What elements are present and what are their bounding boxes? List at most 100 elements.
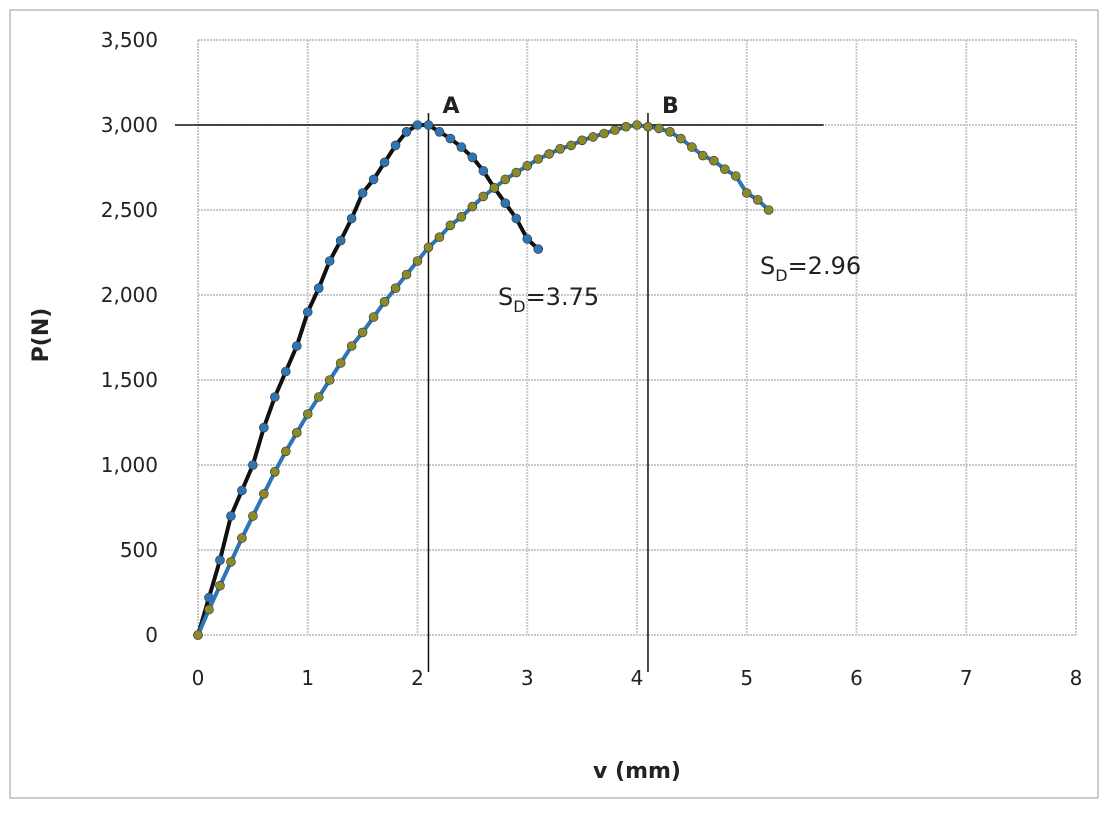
y-tick-label: 1,500 (101, 368, 158, 392)
data-point (215, 555, 225, 566)
x-tick-label: 5 (740, 666, 753, 690)
data-point (588, 132, 598, 142)
data-point (687, 142, 697, 152)
data-point (752, 195, 763, 205)
y-tick-label: 0 (145, 623, 158, 647)
peak-label: A (442, 94, 459, 119)
data-point (599, 128, 609, 139)
data-point (434, 232, 445, 242)
annotation-text: =3.75 (526, 283, 600, 311)
annotation: SD=2.96 (760, 252, 861, 285)
annotation-sub: D (775, 266, 787, 285)
data-point (346, 213, 357, 224)
data-point (226, 511, 236, 521)
annotation-sub: D (513, 297, 525, 316)
data-point (270, 466, 280, 477)
data-point (676, 133, 686, 144)
data-point (741, 188, 752, 198)
data-point (237, 485, 247, 496)
data-point (346, 341, 357, 351)
data-point (632, 120, 642, 130)
data-point (280, 446, 291, 457)
data-point (368, 312, 379, 322)
x-tick-label: 3 (521, 666, 534, 690)
y-axis-label: P(N) (29, 308, 54, 363)
data-point (270, 392, 280, 402)
data-point (467, 201, 478, 212)
data-point (456, 142, 467, 152)
data-point (423, 242, 434, 253)
y-tick-label: 2,000 (101, 283, 158, 307)
data-point (335, 358, 346, 368)
x-tick-label: 8 (1070, 666, 1083, 690)
y-tick-label: 1,000 (101, 453, 158, 477)
data-point (291, 341, 302, 351)
y-tick-label: 500 (120, 538, 158, 562)
x-tick-label: 7 (960, 666, 973, 690)
data-point (401, 269, 412, 280)
y-tick-label: 3,500 (101, 28, 158, 52)
data-point (204, 604, 214, 615)
data-point (193, 630, 203, 640)
peak-label: B (662, 94, 679, 119)
data-point (280, 366, 291, 377)
data-point (500, 198, 511, 208)
y-tick-label: 2,500 (101, 198, 158, 222)
data-point (763, 205, 774, 215)
annotation-text: =2.96 (788, 252, 862, 280)
data-point (302, 307, 313, 317)
data-point (709, 155, 719, 166)
data-point (423, 120, 434, 130)
x-tick-label: 2 (411, 666, 424, 690)
data-point (478, 191, 489, 202)
data-point (412, 120, 423, 130)
data-point (500, 174, 511, 185)
data-point (533, 154, 544, 164)
data-point (445, 220, 456, 231)
data-point (467, 152, 478, 163)
data-point (719, 164, 730, 174)
data-point (610, 125, 620, 135)
annotation: SD=3.75 (498, 283, 599, 316)
annotation-base: S (760, 252, 775, 280)
x-tick-label: 1 (301, 666, 314, 690)
data-point (357, 188, 368, 198)
data-point (248, 511, 258, 521)
data-point (412, 256, 423, 266)
data-point (621, 121, 631, 132)
data-point (456, 212, 467, 222)
data-point (555, 144, 565, 154)
data-point (313, 392, 324, 402)
data-point (379, 296, 390, 307)
data-point (335, 235, 346, 246)
data-point (401, 127, 412, 137)
y-tick-label: 3,000 (101, 113, 158, 137)
data-point (237, 533, 247, 543)
data-point (489, 183, 500, 193)
data-point (511, 167, 522, 178)
data-point (533, 244, 544, 254)
data-point (302, 409, 313, 419)
data-point (730, 171, 741, 181)
data-point (654, 123, 664, 134)
data-point (291, 427, 302, 438)
data-point (226, 557, 236, 567)
data-point (390, 283, 401, 294)
data-point (544, 149, 555, 159)
data-point (324, 256, 335, 266)
data-point (248, 460, 258, 470)
data-point (357, 327, 368, 338)
x-tick-label: 6 (850, 666, 863, 690)
data-point (511, 213, 522, 224)
data-point (313, 283, 324, 294)
data-point (434, 127, 445, 137)
data-point (577, 135, 587, 146)
x-axis-label: v (mm) (593, 759, 681, 784)
data-point (643, 121, 653, 132)
data-point (698, 150, 708, 161)
data-point (379, 157, 390, 168)
data-point (522, 161, 533, 171)
data-point (665, 127, 675, 137)
data-point (566, 140, 576, 151)
